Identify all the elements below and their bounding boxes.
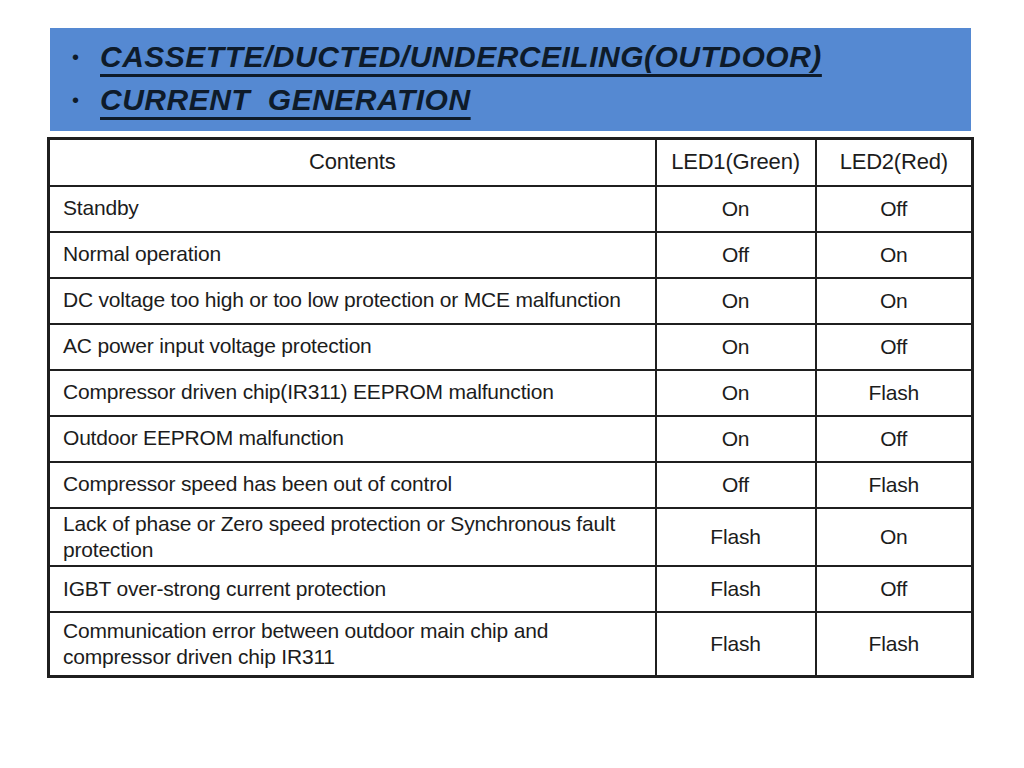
led2-cell: On	[816, 508, 973, 567]
contents-cell: AC power input voltage protection	[49, 324, 656, 370]
led2-cell: Off	[816, 416, 973, 462]
led1-cell: Off	[656, 232, 816, 278]
led2-cell: Flash	[816, 370, 973, 416]
table-row: AC power input voltage protection On Off	[49, 324, 973, 370]
title-banner: • CASSETTE/DUCTED/UNDERCEILING(OUTDOOR) …	[50, 28, 971, 131]
header-led1-green: LED1(Green)	[656, 139, 816, 186]
table-row: IGBT over-strong current protection Flas…	[49, 566, 973, 612]
table-row: Compressor speed has been out of control…	[49, 462, 973, 508]
table-row: Outdoor EEPROM malfunction On Off	[49, 416, 973, 462]
table-row: Standby On Off	[49, 186, 973, 232]
bullet-item: • CURRENT GENERATION	[66, 83, 961, 117]
table-row: Communication error between outdoor main…	[49, 612, 973, 676]
contents-cell: Normal operation	[49, 232, 656, 278]
title-line-1: CASSETTE/DUCTED/UNDERCEILING(OUTDOOR)	[100, 40, 822, 74]
contents-cell: Communication error between outdoor main…	[49, 612, 656, 676]
header-contents: Contents	[49, 139, 656, 186]
table-row: Lack of phase or Zero speed protection o…	[49, 508, 973, 567]
title-line-2: CURRENT GENERATION	[100, 83, 471, 117]
table-row: Compressor driven chip(IR311) EEPROM mal…	[49, 370, 973, 416]
led1-cell: On	[656, 278, 816, 324]
led2-cell: Off	[816, 566, 973, 612]
led1-cell: Flash	[656, 566, 816, 612]
led2-cell: Flash	[816, 462, 973, 508]
bullet-item: • CASSETTE/DUCTED/UNDERCEILING(OUTDOOR)	[66, 40, 961, 74]
header-led2-red: LED2(Red)	[816, 139, 973, 186]
led2-cell: Off	[816, 186, 973, 232]
led2-cell: Off	[816, 324, 973, 370]
led1-cell: On	[656, 416, 816, 462]
slide: • CASSETTE/DUCTED/UNDERCEILING(OUTDOOR) …	[0, 0, 1024, 768]
table-row: DC voltage too high or too low protectio…	[49, 278, 973, 324]
contents-cell: IGBT over-strong current protection	[49, 566, 656, 612]
led1-cell: On	[656, 324, 816, 370]
contents-cell: Outdoor EEPROM malfunction	[49, 416, 656, 462]
led2-cell: Flash	[816, 612, 973, 676]
led1-cell: On	[656, 186, 816, 232]
led2-cell: On	[816, 232, 973, 278]
led2-cell: On	[816, 278, 973, 324]
bullet-icon: •	[66, 90, 100, 110]
led-status-table: Contents LED1(Green) LED2(Red) Standby O…	[47, 137, 974, 678]
contents-cell: DC voltage too high or too low protectio…	[49, 278, 656, 324]
contents-cell: Compressor speed has been out of control	[49, 462, 656, 508]
contents-cell: Compressor driven chip(IR311) EEPROM mal…	[49, 370, 656, 416]
led1-cell: Off	[656, 462, 816, 508]
led1-cell: On	[656, 370, 816, 416]
bullet-icon: •	[66, 47, 100, 67]
contents-cell: Standby	[49, 186, 656, 232]
table-header-row: Contents LED1(Green) LED2(Red)	[49, 139, 973, 186]
table-row: Normal operation Off On	[49, 232, 973, 278]
led1-cell: Flash	[656, 612, 816, 676]
led1-cell: Flash	[656, 508, 816, 567]
contents-cell: Lack of phase or Zero speed protection o…	[49, 508, 656, 567]
